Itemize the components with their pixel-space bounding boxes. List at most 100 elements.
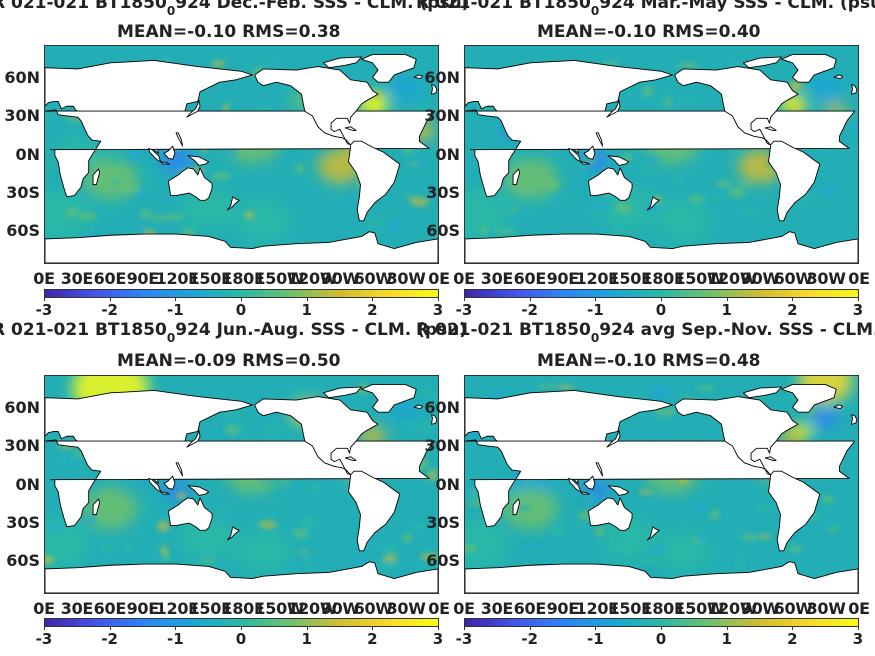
anomaly-speckle — [595, 201, 611, 211]
land-arcticIslands — [322, 56, 363, 69]
anomaly-speckle — [308, 483, 321, 492]
colorbar-tick-label: -3 — [455, 630, 473, 648]
land-antarctica — [45, 231, 438, 263]
lat-label: 30S — [6, 513, 40, 532]
land-java — [160, 161, 170, 165]
lat-label: 30N — [4, 106, 40, 125]
colorbar-tick-label: 3 — [852, 630, 864, 648]
anomaly-speckle — [623, 215, 633, 226]
anomaly-speckle — [739, 207, 757, 215]
anomaly-speckle — [849, 121, 858, 132]
map-panel-4 — [464, 375, 859, 594]
land-samerica — [348, 140, 401, 222]
land-greenland — [781, 53, 837, 83]
lon-label: 60E — [513, 599, 547, 618]
land-arcticIslands — [742, 56, 783, 69]
lon-label: 60E — [93, 269, 127, 288]
anomaly-speckle — [302, 555, 311, 567]
anomaly-speckle — [614, 202, 633, 214]
land-greenland — [361, 383, 417, 413]
colorbar-tick — [792, 627, 794, 630]
anomaly-speckle — [556, 384, 574, 390]
land-japan — [186, 429, 201, 448]
anomaly-speckle — [536, 384, 558, 389]
anomaly-speckle — [45, 519, 64, 526]
colorbar-tick — [726, 627, 728, 630]
colorbar-tick-label: -1 — [166, 301, 184, 319]
lon-label: 60W — [353, 269, 393, 288]
colorbar-tick-label: 0 — [655, 301, 667, 319]
anomaly-speckle — [295, 389, 305, 399]
anomaly-speckle — [789, 80, 804, 91]
anomaly-speckle — [66, 207, 80, 218]
map-panel-2 — [464, 45, 859, 264]
anomaly-speckle — [652, 384, 670, 397]
anomaly-patch — [503, 157, 558, 200]
anomaly-speckle — [109, 153, 127, 163]
anomaly-patch — [236, 199, 291, 242]
land-java — [580, 161, 590, 165]
land-namerica — [674, 66, 799, 146]
anomaly-patch — [601, 517, 657, 560]
lon-label: 90E — [546, 599, 580, 618]
land-greenland — [781, 383, 837, 413]
land-namerica — [254, 396, 379, 476]
lon-label: 0E — [33, 599, 55, 618]
anomaly-speckle — [163, 213, 184, 221]
colorbar-tick — [372, 627, 374, 630]
colorbar-tick — [44, 627, 45, 630]
colorbar-tick — [372, 298, 374, 301]
anomaly-patch — [794, 423, 813, 438]
anomaly-speckle — [295, 163, 304, 174]
lat-label: 30N — [4, 436, 40, 455]
lat-label: 60N — [424, 398, 460, 417]
anomaly-speckle — [648, 545, 668, 553]
colorbar-tick — [529, 298, 531, 301]
land-samerica — [348, 470, 401, 552]
lat-label: 30S — [426, 513, 460, 532]
anomaly-speckle — [225, 424, 241, 435]
anomaly-speckle — [122, 543, 133, 553]
land-antarctica — [465, 561, 858, 593]
anomaly-speckle — [229, 156, 236, 162]
land-cuba — [344, 126, 357, 131]
lon-label: 0E — [428, 269, 450, 288]
colorbar-tick — [661, 627, 662, 630]
colorbar-tick — [792, 298, 794, 301]
colorbar-tick — [109, 298, 111, 301]
title-subscript: 0 — [590, 331, 600, 345]
lon-label: 150W — [674, 599, 725, 618]
anomaly-speckle — [416, 157, 424, 164]
lat-label: 0N — [15, 145, 40, 164]
lon-label: 60E — [513, 269, 547, 288]
anomaly-speckle — [644, 202, 660, 213]
land-antarctica — [465, 231, 858, 263]
lon-label: 60W — [353, 599, 393, 618]
anomaly-patch — [465, 519, 509, 571]
colorbar-tick — [241, 298, 242, 301]
anomaly-speckle — [121, 182, 142, 194]
lon-label: 0E — [453, 599, 475, 618]
anomaly-speckle — [806, 92, 816, 102]
anomaly-patch — [236, 529, 291, 572]
lon-label: 120E — [575, 599, 619, 618]
colorbar-tick — [529, 627, 531, 630]
title-text-rest: 924 avg Sep.-Nov. SSS - CLM. (psu) — [599, 320, 875, 340]
lon-label: 30W — [386, 599, 426, 618]
anomaly-speckle — [593, 526, 606, 537]
anomaly-speckle — [427, 469, 438, 481]
land-australia — [167, 497, 213, 531]
anomaly-speckle — [641, 557, 662, 566]
lon-label: 180E — [221, 599, 265, 618]
colorbar-tick — [595, 627, 597, 630]
colorbar-tick — [464, 627, 465, 630]
anomaly-patch — [656, 199, 711, 242]
lat-label: 30S — [426, 183, 460, 202]
land-britain — [850, 414, 858, 425]
land-madagascar — [512, 498, 521, 516]
anomaly-speckle — [582, 493, 595, 501]
land-iceland — [833, 404, 844, 410]
land-samerica — [768, 470, 821, 552]
sss-anomaly-map — [465, 46, 858, 263]
lon-label: 30W — [806, 599, 846, 618]
